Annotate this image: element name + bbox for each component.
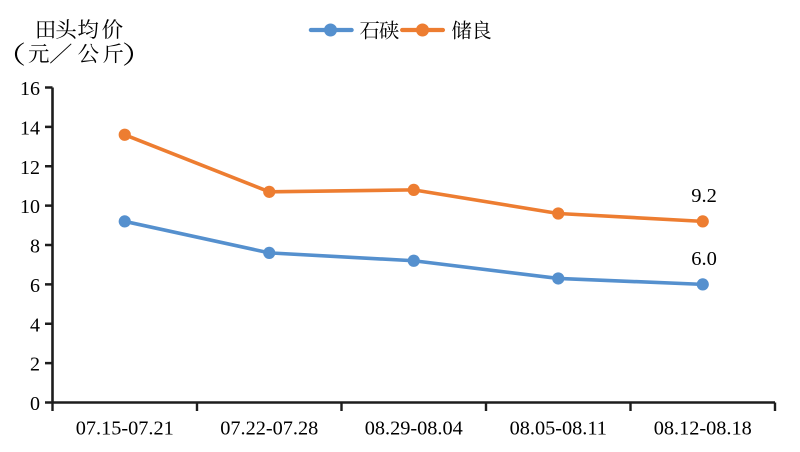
svg-text:8: 8 [30, 236, 40, 258]
svg-text:10: 10 [20, 196, 40, 218]
svg-text:4: 4 [30, 314, 40, 336]
svg-text:16: 16 [20, 78, 40, 100]
svg-text:14: 14 [20, 117, 40, 139]
svg-text:9.2: 9.2 [691, 185, 717, 207]
svg-text:2: 2 [30, 354, 40, 376]
svg-text:08.12-08.18: 08.12-08.18 [654, 418, 752, 440]
svg-text:07.15-07.21: 07.15-07.21 [76, 418, 174, 440]
svg-text:6.0: 6.0 [691, 248, 717, 270]
svg-text:0: 0 [30, 393, 40, 415]
svg-text:08.29-08.04: 08.29-08.04 [365, 418, 463, 440]
svg-text:12: 12 [20, 157, 40, 179]
svg-text:6: 6 [30, 275, 40, 297]
svg-text:08.05-08.11: 08.05-08.11 [510, 418, 607, 440]
svg-text:07.22-07.28: 07.22-07.28 [220, 418, 318, 440]
